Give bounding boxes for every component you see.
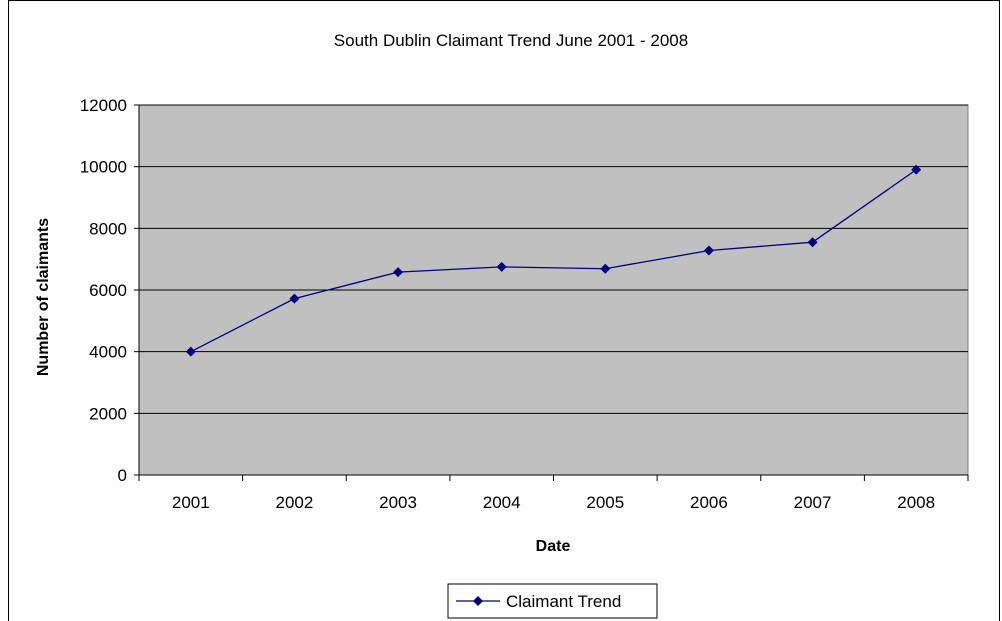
x-tick-label: 2003 xyxy=(379,493,417,512)
y-tick-label: 10000 xyxy=(80,158,127,177)
y-tick-label: 0 xyxy=(118,466,127,485)
data-point-marker xyxy=(289,293,300,304)
x-tick-label: 2006 xyxy=(690,493,728,512)
chart-title: South Dublin Claimant Trend June 2001 - … xyxy=(334,31,688,50)
data-point-marker xyxy=(703,245,714,256)
x-tick-label: 2001 xyxy=(172,493,210,512)
y-tick-label: 12000 xyxy=(80,96,127,115)
y-axis-ticks: 0 2000 4000 6000 8000 10000 12000 xyxy=(80,96,139,485)
y-tick-label: 4000 xyxy=(89,343,127,362)
data-point-marker xyxy=(393,267,404,278)
series-line xyxy=(190,169,917,353)
series-claimant-trend xyxy=(185,164,922,357)
x-axis-label: Date xyxy=(536,538,571,555)
y-axis-label: Number of claimants xyxy=(35,218,52,376)
y-tick-label: 2000 xyxy=(89,404,127,423)
x-axis-ticks: 2001 2002 2003 2004 2005 2006 2007 2008 xyxy=(138,475,969,512)
grid-lines xyxy=(139,104,968,414)
x-tick-label: 2004 xyxy=(483,493,521,512)
data-point-marker xyxy=(496,261,507,272)
data-point-marker xyxy=(911,164,922,175)
x-tick-label: 2002 xyxy=(276,493,314,512)
legend-marker-diamond xyxy=(473,596,483,606)
y-tick-label: 6000 xyxy=(89,281,127,300)
x-tick-label: 2008 xyxy=(897,493,935,512)
data-point-marker xyxy=(807,237,818,248)
legend-label: Claimant Trend xyxy=(506,592,621,611)
x-tick-label: 2007 xyxy=(794,493,832,512)
data-point-marker xyxy=(185,346,196,357)
x-tick-label: 2005 xyxy=(586,493,624,512)
y-tick-label: 8000 xyxy=(89,219,127,238)
data-point-marker xyxy=(600,263,611,274)
legend: Claimant Trend xyxy=(447,583,658,619)
